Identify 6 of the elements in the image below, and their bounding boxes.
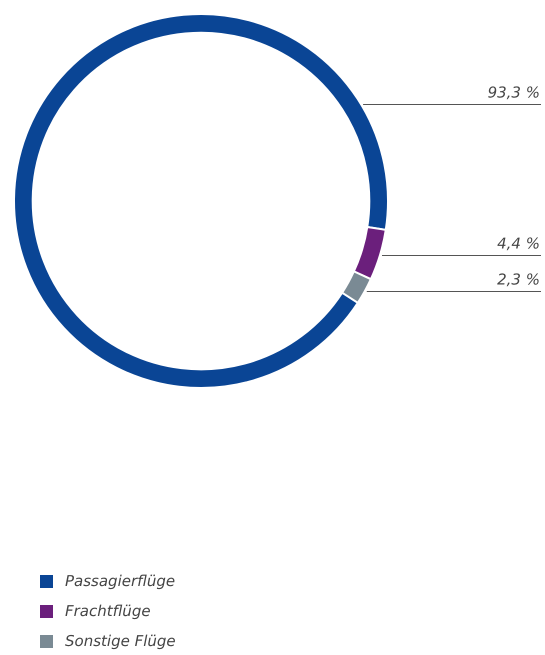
- legend-label: Sonstige Flüge: [65, 632, 176, 650]
- data-label: 4,4 %: [497, 234, 540, 252]
- legend-label: Frachtflüge: [65, 602, 151, 620]
- data-label: 93,3 %: [488, 84, 540, 102]
- data-label: 2,3 %: [497, 270, 540, 289]
- legend-label: Passagierflüge: [65, 572, 176, 590]
